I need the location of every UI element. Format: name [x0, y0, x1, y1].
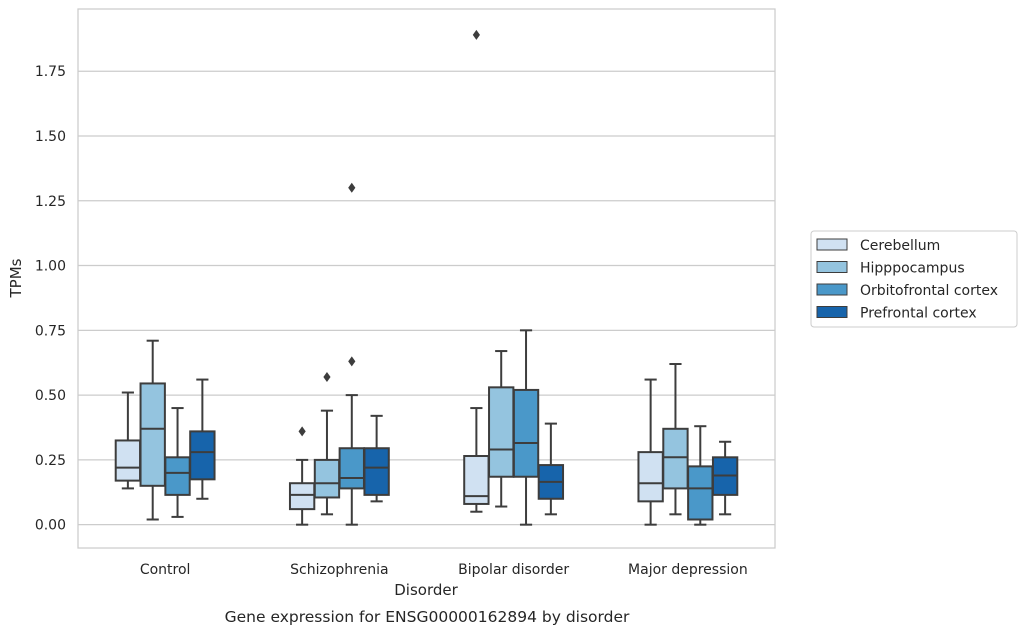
x-tick-label: Bipolar disorder — [458, 562, 569, 578]
box-body — [139, 382, 166, 487]
y-tick-label: 0.00 — [35, 518, 66, 534]
box-body — [687, 465, 714, 521]
box-hipppocampus — [488, 350, 515, 508]
y-tick-label: 0.50 — [35, 388, 66, 404]
box-body — [662, 427, 689, 490]
box-body — [288, 482, 316, 511]
box-prefrontal-cortex — [189, 378, 216, 500]
box-hipppocampus — [313, 371, 341, 516]
y-axis-ticks: 0.00 0.25 0.50 0.75 1.00 1.25 1.50 1.75 — [35, 64, 66, 533]
outlier-marker — [348, 356, 356, 367]
box-cerebellum — [637, 378, 664, 526]
box-body — [363, 447, 390, 496]
box-cerebellum — [288, 426, 316, 526]
box-body — [338, 447, 365, 490]
box-orbitofrontal-cortex — [338, 182, 365, 526]
y-tick-label: 1.75 — [35, 64, 66, 80]
legend-swatch — [816, 238, 848, 251]
legend: Cerebellum Hipppocampus Orbitofrontal cort… — [810, 230, 1018, 328]
legend-label: Cerebellum — [860, 238, 940, 254]
box-body — [512, 388, 540, 478]
x-axis-label: Disorder — [394, 581, 458, 599]
legend-swatch — [816, 261, 848, 273]
box-cerebellum — [114, 391, 142, 490]
legend-label: Orbitofrontal cortex — [860, 283, 998, 299]
box-orbitofrontal-cortex — [164, 407, 191, 518]
chart-caption: Gene expression for ENSG00000162894 by d… — [225, 608, 630, 626]
x-tick-label: Control — [140, 562, 191, 578]
box-orbitofrontal-cortex — [687, 425, 714, 526]
legend-label: Hipppocampus — [860, 261, 965, 277]
outlier-marker — [298, 426, 306, 437]
box-body — [488, 386, 515, 478]
box-hipppocampus — [662, 363, 689, 516]
box-prefrontal-cortex — [363, 414, 390, 503]
box-series — [114, 29, 739, 526]
y-axis-label: TPMs — [7, 258, 25, 298]
plot-area-frame — [77, 8, 776, 549]
outlier-marker — [323, 371, 331, 382]
box-prefrontal-cortex — [537, 422, 565, 516]
box-prefrontal-cortex — [711, 440, 739, 516]
legend-label: Prefrontal cortex — [860, 306, 977, 322]
box-body — [313, 458, 341, 499]
box-body — [189, 430, 216, 481]
outlier-marker — [472, 29, 480, 40]
legend-swatch — [816, 306, 848, 318]
box-body — [164, 456, 191, 496]
x-tick-label: Schizophrenia — [290, 562, 388, 578]
box-orbitofrontal-cortex — [512, 329, 540, 526]
y-tick-label: 1.00 — [35, 259, 66, 275]
outlier-marker — [348, 182, 356, 193]
legend-swatch — [816, 283, 848, 296]
x-tick-label: Major depression — [628, 562, 748, 578]
box-cerebellum — [463, 29, 490, 513]
y-tick-label: 1.50 — [35, 129, 66, 145]
box-body — [114, 439, 142, 482]
x-axis-ticks: Control Schizophrenia Bipolar disorder Majo… — [140, 562, 748, 578]
box-hipppocampus — [139, 339, 166, 521]
y-tick-label: 0.75 — [35, 323, 66, 339]
y-tick-label: 1.25 — [35, 194, 66, 210]
y-tick-label: 0.25 — [35, 453, 66, 469]
box-body — [637, 451, 664, 503]
legend-frame — [810, 230, 1018, 328]
